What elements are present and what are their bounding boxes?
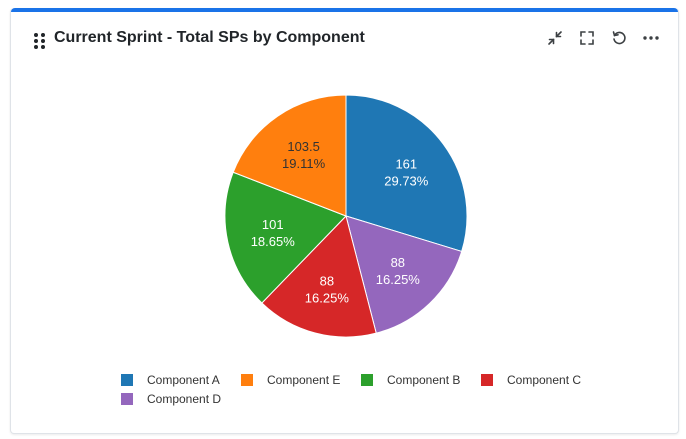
legend-swatch <box>121 373 133 386</box>
legend-item-component-a[interactable]: Component A <box>121 373 241 387</box>
card-actions <box>546 28 660 48</box>
chart-card: Current Sprint - Total SPs by Component <box>10 8 679 434</box>
legend-item-component-c[interactable]: Component C <box>481 373 601 387</box>
legend-swatch <box>481 373 493 386</box>
legend-label: Component E <box>267 372 341 387</box>
slice-percent-label: 29.73% <box>384 173 429 188</box>
chart-legend: Component A Component E Component B Comp… <box>121 370 601 408</box>
slice-percent-label: 16.25% <box>376 272 421 287</box>
legend-label: Component C <box>507 372 582 387</box>
collapse-icon[interactable] <box>546 28 564 48</box>
drag-handle-icon[interactable] <box>33 32 47 50</box>
legend-item-component-e[interactable]: Component E <box>241 373 361 387</box>
slice-value-label: 88 <box>391 255 405 270</box>
legend-swatch <box>241 373 253 386</box>
slice-value-label: 101 <box>262 217 284 232</box>
chart-title: Current Sprint - Total SPs by Component <box>54 29 365 46</box>
pie-slice-component-c[interactable] <box>261 215 377 338</box>
legend-item-component-d[interactable]: Component D <box>121 392 241 406</box>
slice-percent-label: 18.65% <box>251 234 296 249</box>
pie-slice-component-d[interactable] <box>345 215 463 334</box>
more-options-icon[interactable] <box>642 28 660 48</box>
legend-label: Component D <box>147 391 222 406</box>
pie-chart: 161 29.73% 88 16.25% 88 16.25% 101 18.65% 103.5 1… <box>224 94 468 338</box>
pie-slice-component-e[interactable] <box>232 94 347 217</box>
card-header: Current Sprint - Total SPs by Component <box>11 12 678 66</box>
pie-slice-component-b[interactable] <box>224 171 347 304</box>
slice-percent-label: 19.11% <box>282 156 326 171</box>
legend-label: Component A <box>147 372 220 387</box>
slice-value-label: 88 <box>320 274 334 289</box>
pie-slice-component-a[interactable] <box>345 94 468 253</box>
legend-swatch <box>121 392 133 405</box>
card-accent-bar <box>11 8 678 12</box>
fullscreen-icon[interactable] <box>578 28 596 48</box>
legend-swatch <box>361 373 373 386</box>
slice-value-label: 103.5 <box>287 139 320 154</box>
slice-percent-label: 16.25% <box>305 291 350 306</box>
refresh-icon[interactable] <box>610 28 628 48</box>
slice-value-label: 161 <box>395 156 417 171</box>
legend-label: Component B <box>387 372 461 387</box>
legend-item-component-b[interactable]: Component B <box>361 373 481 387</box>
